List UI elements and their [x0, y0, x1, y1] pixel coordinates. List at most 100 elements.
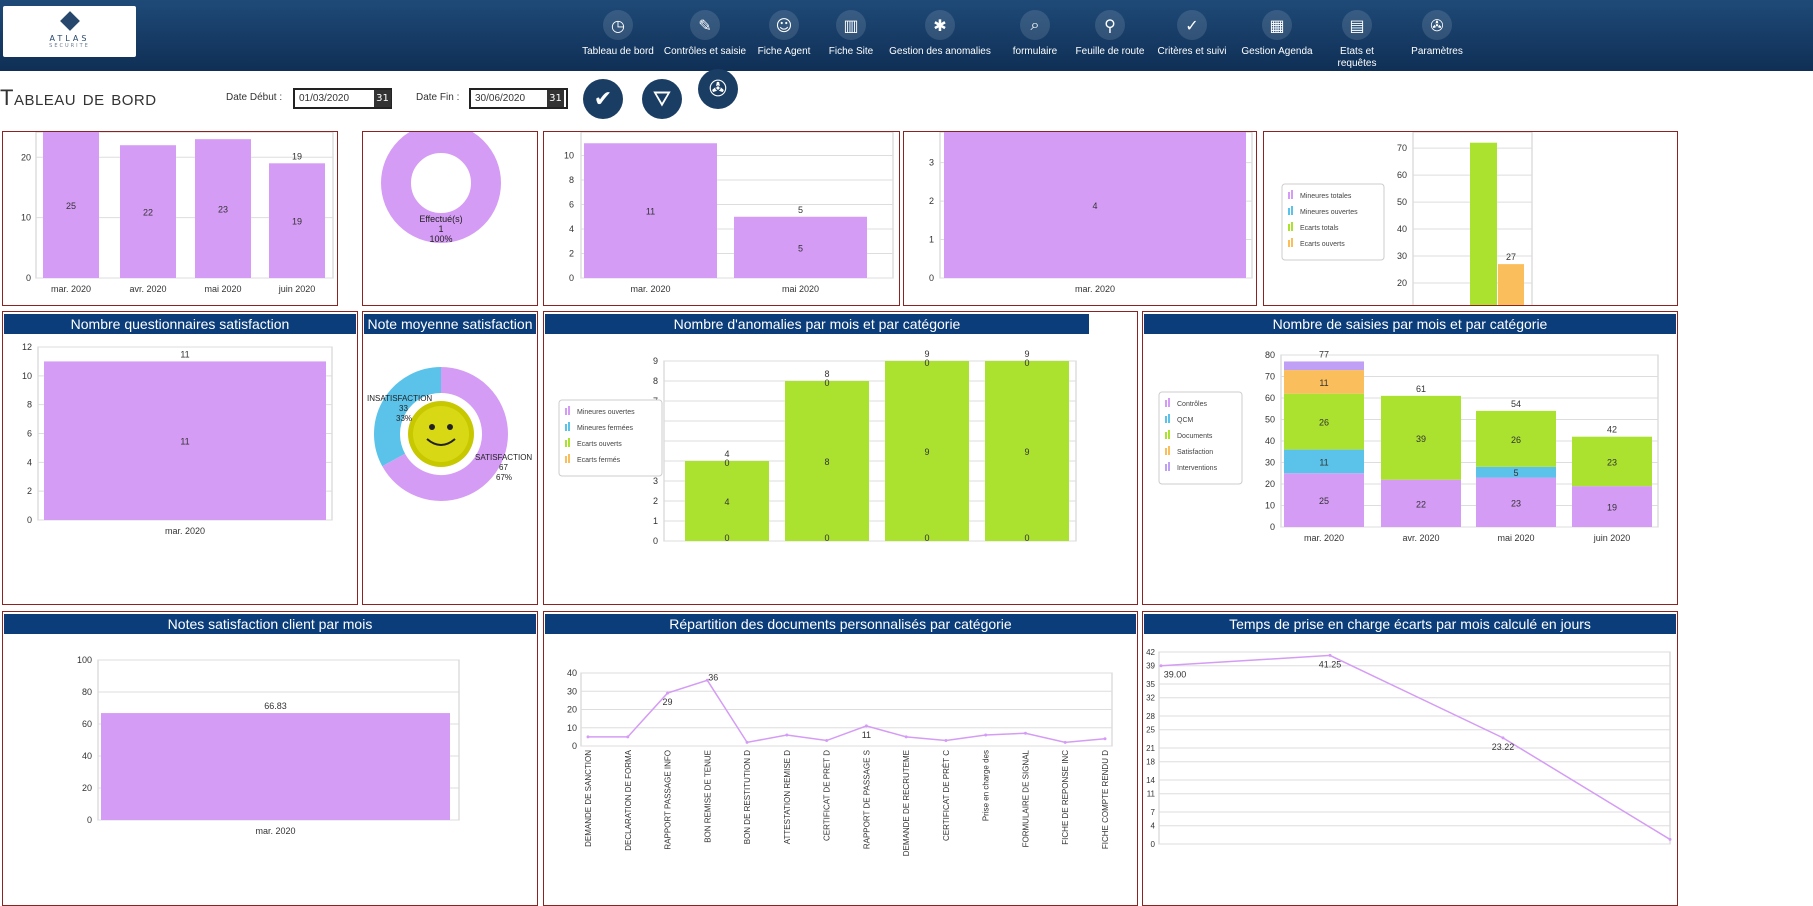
nav-route[interactable]: ⚲ Feuille de route	[1074, 0, 1146, 71]
y-tick-label: 20	[567, 705, 577, 715]
y-tick-label: 80	[82, 687, 92, 697]
y-tick-label: 10	[21, 213, 31, 223]
y-tick-label: 25	[1146, 726, 1155, 735]
nav-bug[interactable]: ✱ Gestion des anomalies	[888, 0, 992, 71]
data-point	[1063, 740, 1067, 744]
data-point	[785, 733, 789, 737]
legend-swatch	[568, 454, 570, 463]
x-tick-label: avr. 2020	[129, 284, 166, 294]
bug-icon: ✱	[925, 10, 955, 40]
bar	[101, 713, 450, 820]
zero-label: 0	[824, 533, 829, 543]
date-debut-input[interactable]: 01/03/2020	[293, 88, 392, 109]
data-point	[705, 678, 709, 682]
nav-clipboard[interactable]: ✓ Critères et suivi	[1153, 0, 1231, 71]
atlas-logo[interactable]: ATLAS SECURITE	[3, 6, 136, 57]
legend-label: Mineures ouvertes	[577, 409, 635, 416]
segment-label: 26	[1319, 418, 1329, 428]
legend-swatch	[568, 422, 570, 431]
filter-button[interactable]: ⛛	[642, 79, 682, 119]
zero-label: 0	[724, 533, 729, 543]
y-tick-label: 0	[1270, 522, 1275, 532]
nav-wrench[interactable]: ✇ Paramètres	[1407, 0, 1467, 71]
nav-building[interactable]: ▥ Fiche Site	[824, 0, 878, 71]
y-tick-label: 2	[929, 196, 934, 206]
legend-swatch	[1168, 398, 1170, 407]
y-tick-label: 11	[1147, 790, 1156, 799]
date-fin-calendar-icon[interactable]: 31	[547, 90, 564, 107]
y-tick-label: 80	[1265, 350, 1275, 360]
y-tick-label: 21	[1146, 744, 1155, 753]
nav-report[interactable]: ▤ Etats et requêtes	[1326, 0, 1388, 71]
legend-swatch	[565, 456, 567, 463]
bar	[985, 361, 1069, 541]
nav-label: Contrôles et saisie	[663, 46, 747, 57]
bar	[944, 132, 1246, 278]
nav-gauge[interactable]: ◷ Tableau de bord	[578, 0, 658, 71]
legend-label: Satisfaction	[1177, 449, 1213, 456]
y-tick-label: 0	[572, 741, 577, 751]
bar	[785, 381, 869, 541]
data-point	[1023, 731, 1027, 735]
y-tick-label: 30	[567, 686, 577, 696]
validate-button[interactable]: ✔	[583, 79, 623, 119]
legend-box	[1281, 183, 1385, 261]
legend-label: Ecarts totals	[1300, 225, 1339, 232]
data-point	[864, 724, 868, 728]
bar	[1470, 142, 1497, 305]
data-point	[1668, 837, 1672, 841]
date-debut-calendar-icon[interactable]: 31	[374, 90, 391, 107]
x-tick-label: juin 2020	[1593, 533, 1631, 543]
panel-note-moyenne: Note moyenne satisfaction INSATISFACTION 3…	[362, 311, 538, 605]
plot-area	[1412, 132, 1533, 305]
smiley-face	[413, 406, 469, 462]
calendar-icon: ▦	[1262, 10, 1292, 40]
panel-title: Répartition des documents personnalisés …	[545, 614, 1136, 634]
series-line	[588, 679, 1106, 744]
segment-label: 26	[1511, 435, 1521, 445]
panel-documents-categorie: Répartition des documents personnalisés …	[543, 611, 1138, 906]
nav-form-search[interactable]: ⌕ formulaire	[1005, 0, 1065, 71]
series-line	[1160, 654, 1671, 841]
smiley-eye	[447, 424, 453, 430]
y-tick-label: 0	[653, 536, 658, 546]
date-fin-input[interactable]: 30/06/2020	[469, 88, 568, 109]
y-tick-label: 70	[1397, 143, 1407, 153]
legend-label: Ecarts ouverts	[1300, 241, 1345, 248]
bar	[43, 132, 99, 278]
x-tick-label: mar. 2020	[1304, 533, 1344, 543]
y-tick-label: 10	[564, 151, 574, 161]
data-point	[745, 740, 749, 744]
point-label: 36	[708, 672, 718, 682]
legend-swatch	[1168, 430, 1170, 439]
y-tick-label: 42	[1146, 648, 1155, 657]
data-point	[626, 735, 630, 739]
nav-label: Critères et suivi	[1157, 46, 1227, 57]
y-tick-label: 40	[82, 751, 92, 761]
settings-button[interactable]: ✇	[698, 69, 738, 109]
y-tick-label: 40	[567, 668, 577, 678]
legend-label: Mineures ouvertes	[1300, 209, 1358, 216]
zero-label: 0	[724, 458, 729, 468]
legend-swatch	[1288, 208, 1290, 215]
bar	[584, 143, 717, 278]
y-tick-label: 60	[1397, 170, 1407, 180]
stack-segment	[1284, 370, 1364, 394]
nav-calendar[interactable]: ▦ Gestion Agenda	[1237, 0, 1317, 71]
legend-label: QCM	[1177, 417, 1194, 424]
legend-swatch	[568, 406, 570, 415]
bar-top-label: 5	[798, 205, 803, 215]
legend-swatch	[1291, 190, 1293, 199]
legend-swatch	[1288, 240, 1290, 247]
slice-label: INSATISFACTION	[367, 394, 432, 403]
legend-swatch	[1288, 224, 1290, 231]
panel-questionnaires-satisfaction: Nombre questionnaires satisfaction 0 2 4 6 8 1…	[2, 311, 358, 605]
x-tick-label: Prise en charge des	[982, 750, 991, 821]
nav-agent[interactable]: ☺ Fiche Agent	[752, 0, 816, 71]
nav-controls[interactable]: ✎ Contrôles et saisie	[660, 0, 750, 71]
x-tick-label: ATTESTATION REMISE D	[783, 750, 792, 844]
y-tick-label: 50	[1397, 197, 1407, 207]
stack-segment	[1284, 473, 1364, 527]
x-tick-label: mar. 2020	[165, 526, 205, 536]
x-tick-label: FORMULAIRE DE SIGNAL	[1021, 749, 1030, 847]
